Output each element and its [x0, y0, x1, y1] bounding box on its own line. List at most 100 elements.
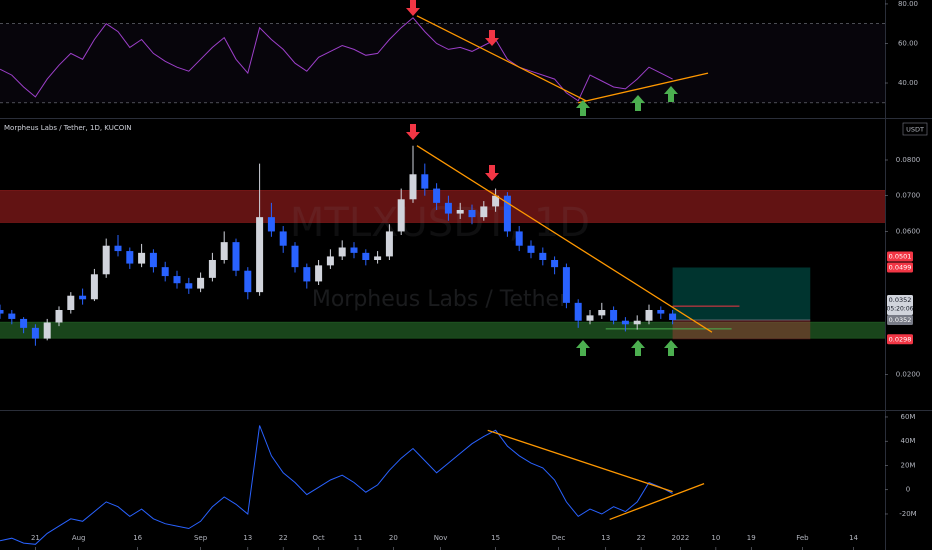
down-arrow — [406, 124, 420, 140]
up-arrow — [631, 95, 645, 111]
candle-body — [527, 245, 535, 253]
trendline — [609, 483, 705, 521]
candle-body — [456, 210, 464, 214]
zone — [0, 190, 885, 223]
x-tick-label: 19 — [747, 534, 756, 542]
candle-body — [669, 313, 677, 320]
x-tick-label: Nov — [434, 534, 448, 542]
candle-body — [126, 251, 134, 264]
candle-body — [256, 217, 264, 293]
up-arrow — [576, 100, 590, 116]
candle-body — [397, 199, 405, 232]
trendline — [416, 15, 587, 102]
candle-body — [208, 260, 216, 278]
candle-body — [0, 310, 4, 314]
price-badge-label: 0.0501 — [889, 253, 912, 261]
x-tick-label: 14 — [849, 534, 858, 542]
x-tick-label: Oct — [313, 534, 325, 542]
candle-body — [315, 265, 323, 282]
candle-body — [90, 274, 98, 300]
candle-body — [374, 256, 382, 260]
candle-body — [480, 206, 488, 218]
candle-body — [114, 245, 122, 252]
candle-body — [385, 231, 393, 257]
candle-body — [232, 242, 240, 271]
candle-body — [303, 267, 311, 282]
candle-body — [621, 320, 629, 325]
y-tick-label: 20M — [901, 461, 916, 469]
candle-body — [67, 295, 75, 310]
candle-body — [350, 247, 358, 253]
x-tick-label: Feb — [796, 534, 809, 542]
pane — [0, 15, 885, 104]
price-badge-label: 0.0352 — [889, 316, 912, 324]
x-tick-label: 20 — [389, 534, 398, 542]
candle-body — [31, 327, 39, 339]
price-badge-label: 0.0352 — [889, 296, 912, 304]
y-tick-label: 40.00 — [898, 79, 918, 87]
candle-body — [551, 260, 559, 268]
y-tick-label: 0.0700 — [896, 192, 921, 200]
pane: MTLXUSDT, 1D Morpheus Labs / Tether — [0, 145, 885, 346]
candle-body — [244, 270, 252, 293]
watermark: Morpheus Labs / Tether — [312, 287, 569, 312]
candle-body — [610, 310, 618, 321]
candle-body — [197, 277, 205, 289]
candle-body — [539, 252, 547, 260]
trendline — [416, 145, 713, 333]
y-tick-label: 0.0800 — [896, 156, 921, 164]
y-tick-label: 40M — [901, 437, 916, 445]
candle-body — [102, 245, 110, 275]
candle-body — [43, 322, 51, 339]
candle-body — [433, 188, 441, 203]
up-arrow — [664, 340, 678, 356]
candle-body — [79, 295, 87, 300]
indicator-line — [0, 17, 673, 102]
x-tick-label: 22 — [637, 534, 646, 542]
y-tick-label: 0.0200 — [896, 370, 921, 378]
price-badge — [887, 262, 913, 273]
x-tick-label: Dec — [552, 534, 566, 542]
x-tick-label: 2022 — [672, 534, 690, 542]
currency: USDT — [906, 126, 924, 134]
candle-body — [173, 276, 181, 284]
price-badge — [887, 334, 913, 345]
candle-body — [267, 217, 275, 232]
down-arrow — [485, 165, 499, 181]
candle-body — [492, 195, 500, 207]
y-tick-label: 0.0600 — [896, 227, 921, 235]
candle-body — [291, 245, 299, 268]
up-arrow — [576, 340, 590, 356]
candle-body — [633, 320, 641, 325]
x-tick-label: 10 — [711, 534, 720, 542]
candle-body — [161, 267, 169, 277]
currency-box — [902, 122, 928, 136]
candle-body — [338, 247, 346, 257]
candle-body — [409, 174, 417, 200]
watermark: MTLXUSDT, 1D — [290, 200, 590, 246]
y-tick-label: 0 — [906, 486, 910, 494]
indicator-line — [0, 425, 673, 545]
arrows — [406, 0, 678, 356]
x-tick-label: 22 — [279, 534, 288, 542]
rsi-band-fill — [0, 23, 885, 103]
candle-body — [515, 231, 523, 246]
pane — [0, 425, 705, 545]
up-arrow — [664, 86, 678, 102]
price-badge — [887, 295, 913, 315]
candle-body — [468, 210, 476, 218]
x-tick-label: 21 — [31, 534, 40, 542]
candle-body — [279, 231, 287, 246]
candle-body — [326, 256, 334, 266]
candle-body — [562, 267, 570, 303]
zone — [0, 322, 885, 339]
y-tick-label: -20M — [899, 510, 916, 518]
trendline — [487, 429, 673, 493]
candle-body — [149, 252, 157, 268]
candle-body — [586, 315, 594, 321]
x-tick-label: 15 — [491, 534, 500, 542]
x-tick-label: 13 — [243, 534, 252, 542]
up-arrow — [631, 340, 645, 356]
